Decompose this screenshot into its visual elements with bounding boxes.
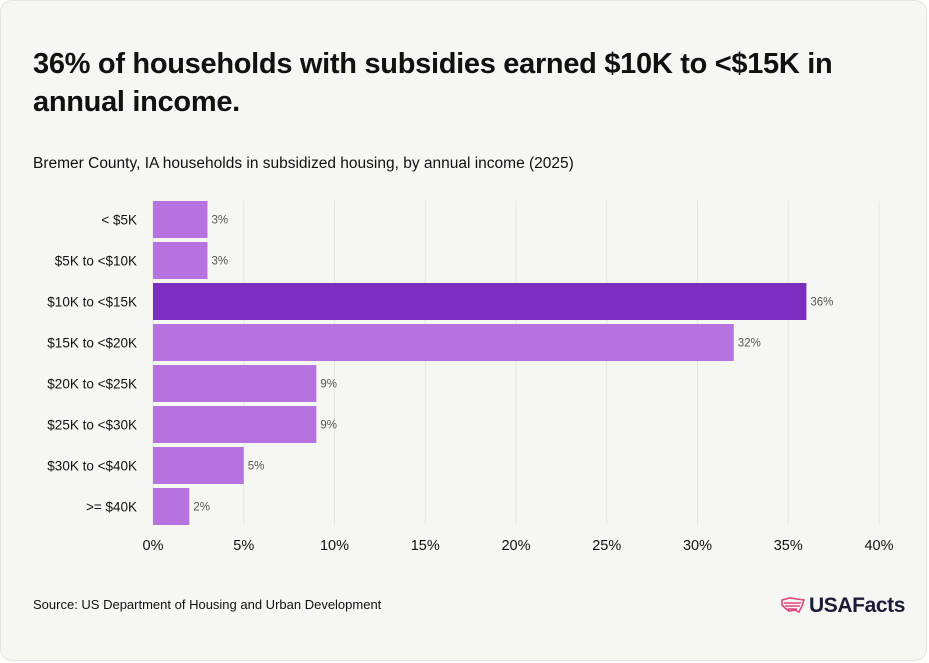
chart-title: 36% of households with subsidies earned … xyxy=(33,48,833,118)
bar xyxy=(153,242,208,279)
data-label: 5% xyxy=(248,461,265,473)
data-label: 32% xyxy=(738,338,761,350)
category-label: $15K to <$20K xyxy=(47,336,137,351)
data-label: 3% xyxy=(211,215,228,227)
category-label: $20K to <$25K xyxy=(47,377,137,392)
category-label: $25K to <$30K xyxy=(47,418,137,433)
x-tick-label: 5% xyxy=(233,538,254,554)
bar xyxy=(153,324,734,361)
x-tick-label: 30% xyxy=(683,538,712,554)
x-tick-label: 40% xyxy=(864,538,893,554)
data-label: 2% xyxy=(193,502,210,514)
data-label: 3% xyxy=(211,256,228,268)
data-label: 36% xyxy=(810,297,833,309)
source-note: Source: US Department of Housing and Urb… xyxy=(33,597,382,612)
x-tick-label: 15% xyxy=(411,538,440,554)
bar xyxy=(153,447,244,484)
usafacts-logo: USAFacts xyxy=(781,593,905,619)
data-label: 9% xyxy=(320,420,337,432)
bar xyxy=(153,365,317,402)
bar xyxy=(153,283,807,320)
chart-subtitle: Bremer County, IA households in subsidiz… xyxy=(33,155,574,172)
data-label: 9% xyxy=(320,379,337,391)
category-label: >= $40K xyxy=(86,500,137,515)
us-flag-map-icon xyxy=(781,597,805,614)
x-tick-label: 0% xyxy=(143,538,164,554)
x-tick-label: 10% xyxy=(320,538,349,554)
brand-name: USAFacts xyxy=(809,594,905,617)
bar xyxy=(153,488,190,525)
x-tick-label: 35% xyxy=(774,538,803,554)
bar xyxy=(153,201,208,238)
category-label: $30K to <$40K xyxy=(47,459,137,474)
bar xyxy=(153,406,317,443)
x-tick-label: 20% xyxy=(501,538,530,554)
category-label: < $5K xyxy=(101,213,137,228)
x-tick-label: 25% xyxy=(592,538,621,554)
category-label: $10K to <$15K xyxy=(47,295,137,310)
category-label: $5K to <$10K xyxy=(55,254,137,269)
